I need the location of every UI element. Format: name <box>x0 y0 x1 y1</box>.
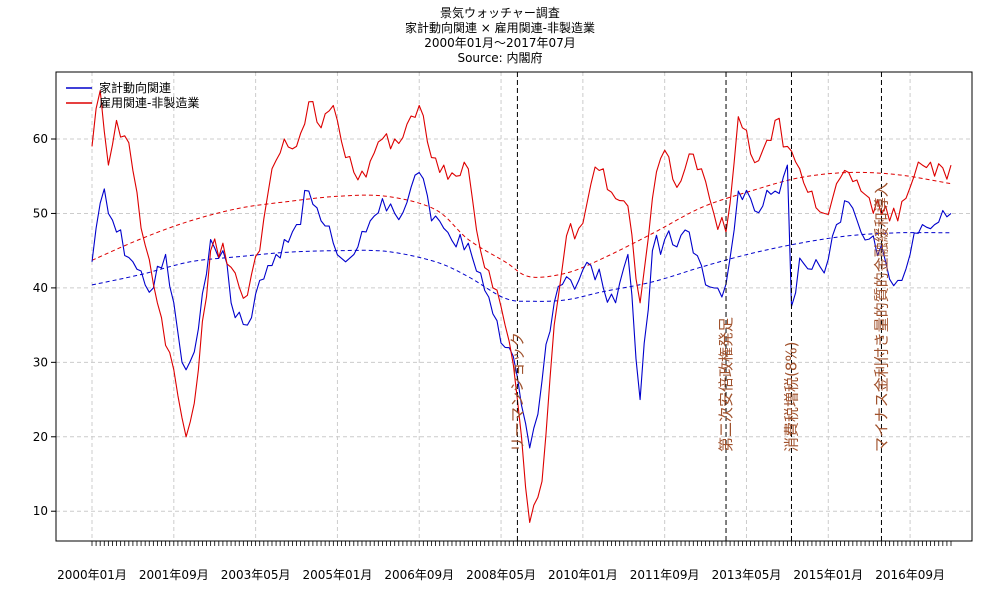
chart-title: 景気ウォッチャー調査 <box>440 6 560 20</box>
chart-source: Source: 内閣府 <box>457 51 543 65</box>
x-tick-label: 2003年05月 <box>221 568 291 582</box>
event-layer: リーマンショック 第二次安倍政権発足 消費税増税(8%) マイナス金利付き量的質的金融… <box>508 72 890 541</box>
event-label: 消費税増税(8%) <box>782 341 800 452</box>
x-tick-label: 2008年05月 <box>466 568 536 582</box>
chart-period: 2000年01月～2017年07月 <box>424 36 576 50</box>
y-tick-label: 10 <box>33 504 48 518</box>
event-label: マイナス金利付き量的質的金融緩和導入 <box>872 182 890 452</box>
chart-subtitle: 家計動向関連 × 雇用関連-非製造業 <box>404 21 595 35</box>
x-tick-label: 2016年09月 <box>875 568 945 582</box>
x-axis: 2000年01月 2001年09月 2003年05月 2005年01月 2006年09月… <box>57 541 952 582</box>
y-tick-label: 60 <box>33 132 48 146</box>
x-tick-label: 2010年01月 <box>548 568 618 582</box>
x-tick-label: 2001年09月 <box>139 568 209 582</box>
x-tick-label: 2011年09月 <box>630 568 700 582</box>
y-tick-label: 30 <box>33 355 48 369</box>
y-tick-label: 20 <box>33 430 48 444</box>
series-household-line <box>91 164 952 449</box>
x-tick-label: 2006年09月 <box>384 568 454 582</box>
chart-title-block: 景気ウォッチャー調査 家計動向関連 × 雇用関連-非製造業 2000年01月～2… <box>0 6 1000 66</box>
x-tick-label: 2000年01月 <box>57 568 127 582</box>
grid <box>56 72 972 541</box>
legend-label: 家計動向関連 <box>99 80 171 95</box>
x-tick-label: 2005年01月 <box>303 568 373 582</box>
x-tick-label: 2015年01月 <box>793 568 863 582</box>
y-tick-label: 40 <box>33 281 48 295</box>
plot-frame <box>55 71 973 542</box>
trend-employment-nonmfg-line <box>91 171 952 278</box>
event-label: リーマンショック <box>508 332 526 452</box>
event-label: 第二次安倍政権発足 <box>717 317 735 452</box>
legend-label: 雇用関連-非製造業 <box>99 95 199 110</box>
trend-household-line <box>91 232 952 302</box>
series-layer <box>91 90 952 523</box>
y-axis: 10 20 30 40 50 60 <box>33 132 56 518</box>
y-tick-label: 50 <box>33 206 48 220</box>
x-tick-label: 2013年05月 <box>712 568 782 582</box>
series-employment-nonmfg-line <box>91 90 952 523</box>
